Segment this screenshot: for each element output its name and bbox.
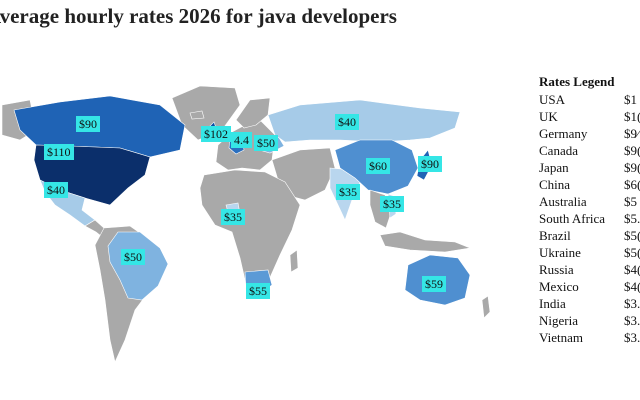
legend-country: India [539,296,566,311]
map-label-usa: $110 [44,144,74,160]
chart-title: Average hourly rates 2026 for java devel… [0,4,397,28]
country-russia [267,99,461,143]
legend-country: Ukraine [539,245,581,260]
legend-rate: $9( [624,160,640,175]
legend-country: UK [539,109,558,124]
map-label-brazil: $50 [121,249,145,265]
legend-row: India $3. [539,295,640,312]
legend-country: USA [539,92,566,107]
legend-rate: $1 [624,92,637,107]
legend-rate: $6( [624,177,640,192]
legend-country: Germany [539,126,588,141]
indonesia [379,231,472,253]
map-label-uk: $102 [201,126,231,142]
legend-rate: $9( [624,143,640,158]
iceland [189,110,205,120]
legend-row: Japan $9( [539,159,640,176]
legend-row: Nigeria $3. [539,312,640,329]
legend-row: Russia $4( [539,261,640,278]
legend-country: Vietnam [539,330,583,345]
legend-row: China $6( [539,176,640,193]
legend-row: Canada $9( [539,142,640,159]
legend-rate: $4( [624,262,640,277]
map-label-canada: $90 [76,116,100,132]
legend-rate: $5 [624,194,637,209]
map-label-russia: $40 [335,114,359,130]
map-label-mexico: $40 [44,182,68,198]
legend-rate: $5( [624,245,640,260]
legend-country: China [539,177,571,192]
new-zealand [481,295,491,319]
legend-rate: $5. [624,211,640,226]
legend-rate: $9⁄ [624,126,640,141]
map-label-australia: $59 [422,276,446,292]
legend-row: Vietnam $3. [539,329,640,346]
legend-title: Rates Legend [539,74,615,89]
map-label-germany: 4.4 [231,132,252,148]
map-label-japan: $90 [418,156,442,172]
legend-country: Brazil [539,228,571,243]
legend-row: Brazil $5( [539,227,640,244]
map-label-india: $35 [336,184,360,200]
legend-row: UK $1( [539,108,640,125]
legend-country: South Africa [539,211,606,226]
map-label-nigeria: $35 [221,209,245,225]
legend-country: Nigeria [539,313,578,328]
legend-row: USA $1 [539,91,640,108]
map-label-china: $60 [366,158,390,174]
rates-legend: Rates Legend USA $1 UK $1( Germany $9⁄ Cana… [539,74,640,346]
map-label-vietnam: $35 [380,196,404,212]
legend-country: Australia [539,194,587,209]
legend-country: Japan [539,160,569,175]
legend-rate: $5( [624,228,640,243]
legend-row: Germany $9⁄ [539,125,640,142]
legend-country: Canada [539,143,578,158]
legend-rate: $4( [624,279,640,294]
legend-row: Australia $5 [539,193,640,210]
madagascar [289,249,299,273]
legend-row: South Africa $5. [539,210,640,227]
legend-rate: $3. [624,296,640,311]
legend-country: Russia [539,262,574,277]
legend-row: Mexico $4( [539,278,640,295]
map-label-south-africa: $55 [246,283,270,299]
legend-rate: $1( [624,109,640,124]
scandinavia [235,97,271,129]
legend-row: Ukraine $5( [539,244,640,261]
legend-country: Mexico [539,279,579,294]
map-label-ukraine: $50 [254,135,278,151]
legend-rate: $3. [624,313,640,328]
legend-rate: $3. [624,330,640,345]
